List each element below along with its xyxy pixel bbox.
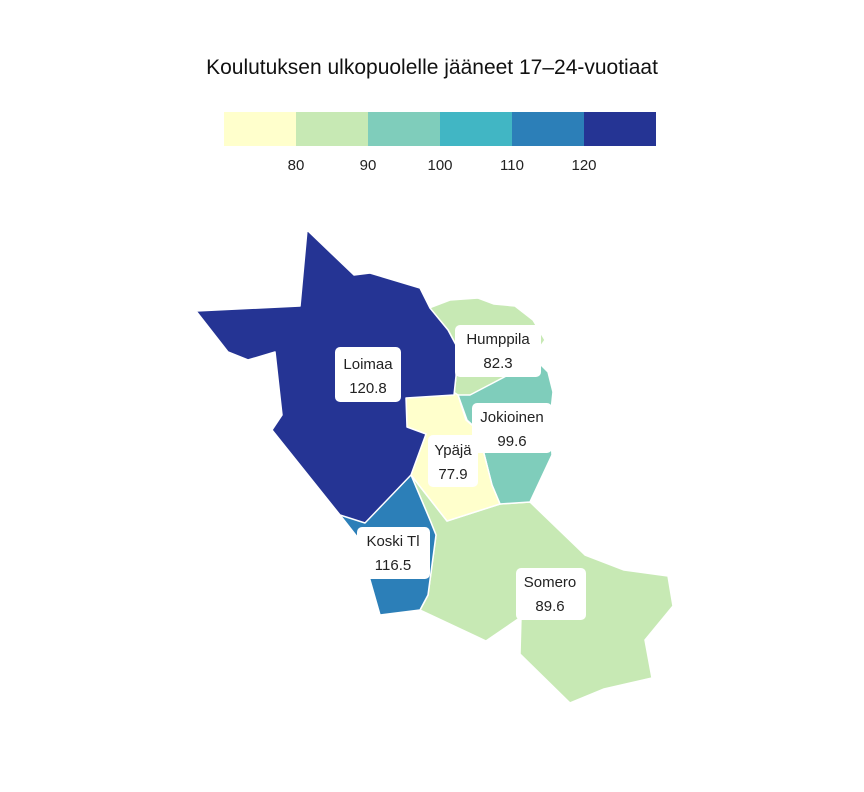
legend-bin-1: [296, 112, 368, 146]
region-name: Loimaa: [343, 356, 393, 373]
region-value: 77.9: [438, 466, 467, 483]
legend-tick-label: 110: [500, 157, 524, 174]
map-title: Koulutuksen ulkopuolelle jääneet 17–24-v…: [206, 56, 658, 79]
region-value: 99.6: [497, 433, 526, 450]
label-loimaa: Loimaa 120.8: [335, 347, 401, 402]
legend-bin-5: [584, 112, 656, 146]
label-jokioinen: Jokioinen 99.6: [472, 403, 552, 453]
legend-bin-2: [368, 112, 440, 146]
label-box: [335, 347, 401, 402]
legend-tick-label: 80: [288, 157, 305, 174]
region-name: Ypäjä: [434, 442, 472, 459]
region-name: Jokioinen: [480, 409, 543, 426]
legend-bin-4: [512, 112, 584, 146]
region-labels: Loimaa 120.8 Humppila 82.3 Jokioinen 99.…: [335, 325, 586, 620]
label-box: [516, 568, 586, 620]
label-somero: Somero 89.6: [516, 568, 586, 620]
legend-tick-label: 90: [360, 157, 377, 174]
region-value: 120.8: [349, 380, 387, 397]
label-koski-tl: Koski Tl 116.5: [357, 527, 430, 579]
region-name: Koski Tl: [366, 533, 419, 550]
legend-tick-label: 120: [571, 157, 596, 174]
label-ypaja: Ypäjä 77.9: [428, 435, 478, 487]
legend-bin-3: [440, 112, 512, 146]
color-legend: 80 90 100 110 120: [224, 112, 656, 174]
label-box: [472, 403, 552, 453]
region-name: Humppila: [466, 331, 530, 348]
label-box: [428, 435, 478, 487]
label-humppila: Humppila 82.3: [455, 325, 541, 377]
region-value: 82.3: [483, 355, 512, 372]
legend-tick-label: 100: [427, 157, 452, 174]
region-value: 89.6: [535, 598, 564, 615]
label-box: [357, 527, 430, 579]
region-name: Somero: [524, 574, 577, 591]
region-value: 116.5: [375, 557, 411, 574]
label-box: [455, 325, 541, 377]
region-loimaa[interactable]: [195, 229, 457, 524]
legend-bin-0: [224, 112, 296, 146]
